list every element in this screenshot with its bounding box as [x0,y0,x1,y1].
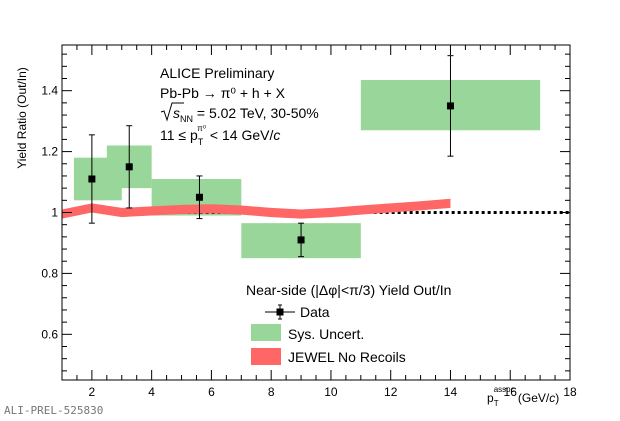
x-tick-label: 8 [268,385,275,399]
y-tick-label: 0.8 [41,266,58,280]
sqrt-sign [160,102,184,122]
y-axis-label: Yield Ratio (Out/In) [15,67,29,169]
data-point-0 [88,134,96,224]
data-point-3 [297,222,305,258]
data-marker-1 [125,163,133,171]
x-tick-label: 12 [384,385,398,399]
data-point-4 [446,55,454,157]
data-marker-0 [88,175,96,183]
x-tick-label: 16 [504,385,518,399]
legend-swatch-jewel [251,348,281,365]
x-tick-label: 10 [324,385,338,399]
legend-label-sys: Sys. Uncert. [288,326,364,342]
legend-label-jewel: JEWEL No Recoils [288,349,406,365]
annotation-collab: ALICE Preliminary [160,65,274,81]
jewel-band [62,198,451,219]
x-tick-label: 2 [89,385,96,399]
data-marker-3 [297,236,305,244]
y-tick-label: 1.4 [41,84,58,98]
axis-ticks: 2 4 6 8 10 12 14 16 18 0.6 0.8 1 1.2 1.4 [41,45,577,399]
legend-item-sys: Sys. Uncert. [251,324,364,342]
legend-item-jewel: JEWEL No Recoils [251,348,406,365]
annotation-trigger: 11 ≤ pTπ⁰ < 14 GeV/c [160,124,280,147]
y-tick-label: 1.2 [41,145,58,159]
data-marker-4 [446,102,454,110]
plot-area [62,55,570,259]
legend-item-data: Data [265,304,330,320]
svg-text:sNN = 5.02 TeV, 30-50%: sNN = 5.02 TeV, 30-50% [173,105,319,124]
legend: Near-side (|Δφ|<π/3) Yield Out/In Data S… [246,282,451,365]
data-point-1 [125,125,133,209]
legend-swatch-sys [251,324,281,341]
annotation-block: ALICE Preliminary Pb-Pb → π⁰ + h + X sNN… [160,65,319,147]
annotation-energy: sNN = 5.02 TeV, 30-50% [160,102,319,124]
y-tick-label: 0.6 [41,327,58,341]
x-tick-label: 4 [148,385,155,399]
data-marker-2 [195,193,203,201]
y-tick-label: 1 [51,206,58,220]
data-point-2 [195,175,203,220]
annotation-system: Pb-Pb → π⁰ + h + X [160,85,286,101]
legend-header: Near-side (|Δφ|<π/3) Yield Out/In [246,282,451,298]
legend-label-data: Data [300,304,330,320]
x-tick-label: 14 [444,385,458,399]
watermark-label: ALI-PREL-525830 [4,404,103,417]
x-tick-label: 18 [563,385,577,399]
x-axis-label: pTassoc (GeV/c) [487,385,559,408]
x-tick-label: 6 [208,385,215,399]
